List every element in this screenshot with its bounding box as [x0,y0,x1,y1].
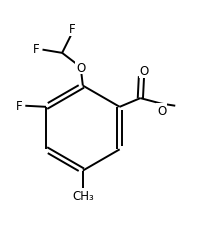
Text: O: O [157,105,166,118]
Text: F: F [33,43,40,56]
Text: CH₃: CH₃ [72,189,94,202]
Text: F: F [16,99,23,112]
Text: O: O [140,65,149,78]
Text: F: F [69,23,75,36]
Text: O: O [76,61,85,74]
